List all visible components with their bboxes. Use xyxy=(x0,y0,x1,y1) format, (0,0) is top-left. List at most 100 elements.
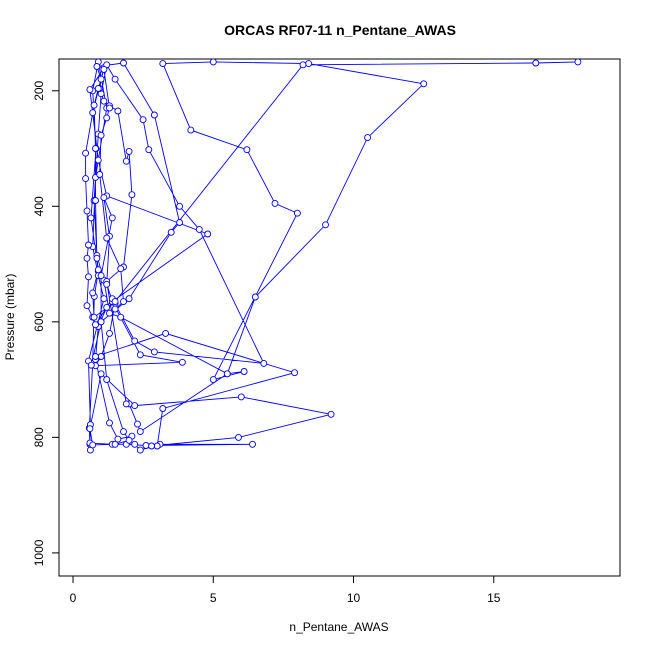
data-point xyxy=(103,234,111,242)
y-tick-label: 400 xyxy=(32,196,46,216)
data-point xyxy=(89,109,97,117)
data-point xyxy=(103,376,111,384)
data-point xyxy=(364,134,372,142)
y-tick-label: 200 xyxy=(32,80,46,100)
data-point xyxy=(574,59,582,66)
data-point xyxy=(125,295,133,303)
data-point xyxy=(92,321,99,329)
series-points xyxy=(82,59,582,454)
data-point xyxy=(125,147,133,155)
data-point xyxy=(120,59,127,67)
data-point xyxy=(148,442,156,450)
y-tick-label: 800 xyxy=(32,427,46,447)
data-point xyxy=(209,376,217,384)
data-point xyxy=(103,114,111,122)
data-point xyxy=(94,85,102,92)
series-lines xyxy=(85,61,578,451)
data-point xyxy=(136,446,144,454)
data-point xyxy=(291,369,299,377)
x-tick-label: 5 xyxy=(210,591,217,605)
data-point xyxy=(293,209,301,217)
data-point xyxy=(108,214,116,222)
data-point xyxy=(117,313,125,321)
data-point xyxy=(327,410,335,418)
series-line xyxy=(85,61,578,451)
data-point xyxy=(235,433,242,441)
data-point xyxy=(176,219,184,226)
data-point xyxy=(83,302,91,310)
data-point xyxy=(103,280,111,288)
data-point xyxy=(162,329,170,337)
data-point xyxy=(299,61,307,69)
y-tick-label: 600 xyxy=(32,312,46,332)
data-point xyxy=(159,405,167,412)
data-point xyxy=(150,348,158,356)
data-point xyxy=(131,337,139,345)
data-point xyxy=(243,146,251,154)
data-point xyxy=(322,221,329,229)
data-point xyxy=(100,65,108,73)
data-point xyxy=(92,145,99,152)
data-point xyxy=(111,305,119,313)
data-point xyxy=(178,358,186,366)
data-point xyxy=(153,442,161,450)
data-point xyxy=(251,293,259,301)
data-point xyxy=(86,86,94,94)
data-point xyxy=(136,351,144,359)
data-point xyxy=(83,207,91,215)
data-point xyxy=(204,230,212,238)
data-point xyxy=(90,313,98,321)
data-point xyxy=(209,59,217,66)
data-point xyxy=(94,266,102,274)
data-point xyxy=(97,272,105,280)
x-tick-label: 10 xyxy=(347,591,361,605)
data-point xyxy=(122,400,130,408)
data-point xyxy=(125,436,133,444)
y-axis: 200 400 600 800 1000 xyxy=(32,80,60,566)
data-point xyxy=(82,149,90,157)
data-point xyxy=(195,225,203,233)
data-point xyxy=(131,440,139,448)
data-point xyxy=(94,156,102,164)
data-point xyxy=(111,75,119,83)
data-point xyxy=(145,146,153,154)
data-point xyxy=(260,359,268,367)
data-point xyxy=(120,428,127,436)
data-point xyxy=(100,97,108,105)
data-point xyxy=(117,265,125,273)
data-point xyxy=(305,60,313,68)
data-point xyxy=(87,361,95,369)
data-point xyxy=(134,420,141,428)
data-point xyxy=(92,353,99,360)
y-tick-label: 1000 xyxy=(32,539,46,566)
data-point xyxy=(100,295,108,303)
data-point xyxy=(114,435,122,443)
data-point xyxy=(114,107,122,115)
data-point xyxy=(93,63,101,70)
data-point xyxy=(89,289,97,297)
x-tick-label: 0 xyxy=(70,591,77,605)
data-point xyxy=(240,368,248,375)
data-point xyxy=(106,419,113,427)
data-point xyxy=(85,241,92,249)
y-axis-label: Pressure (mbar) xyxy=(3,274,17,361)
data-point xyxy=(106,309,113,317)
data-point xyxy=(420,80,428,88)
data-point xyxy=(139,116,147,124)
data-point xyxy=(122,157,130,165)
data-point xyxy=(97,75,105,83)
data-point xyxy=(136,428,144,436)
data-point xyxy=(271,199,279,207)
data-point xyxy=(82,175,90,183)
chart-title: ORCAS RF07-11 n_Pentane_AWAS xyxy=(224,22,456,38)
plot-area xyxy=(82,59,582,454)
data-point xyxy=(159,60,167,68)
data-point xyxy=(97,353,105,360)
data-point xyxy=(223,370,231,378)
data-point xyxy=(532,59,540,67)
data-point xyxy=(187,126,195,134)
x-axis-label: n_Pentane_AWAS xyxy=(289,620,388,634)
data-point xyxy=(106,104,113,112)
plot-frame xyxy=(58,58,621,577)
data-point xyxy=(97,131,105,139)
